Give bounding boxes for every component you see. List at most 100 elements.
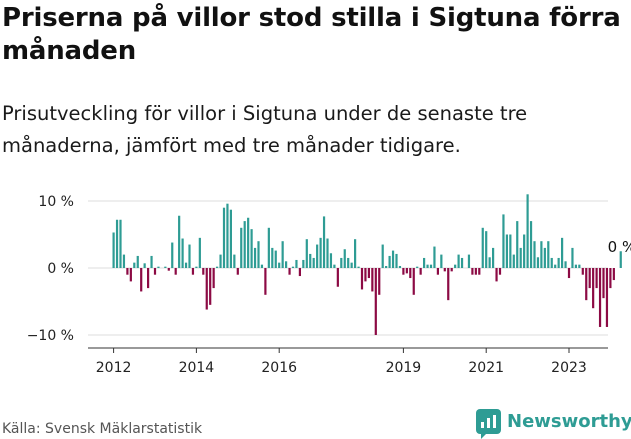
bar (357, 266, 360, 268)
bar (436, 268, 439, 275)
bar (419, 268, 422, 275)
bar (205, 268, 208, 310)
bar (512, 254, 515, 268)
bar (592, 268, 595, 309)
bar (460, 257, 464, 268)
bar (554, 264, 557, 268)
bar (329, 253, 333, 268)
bar (253, 247, 257, 268)
bar (115, 219, 119, 268)
bar (602, 268, 605, 299)
y-tick-label: −10 % (27, 328, 74, 344)
bar (319, 237, 322, 268)
x-axis-labels: 2012 2014 2016 2019 2021 2023 (96, 348, 587, 376)
bar (423, 257, 426, 268)
bar (381, 244, 384, 268)
bar (388, 255, 391, 268)
bar (281, 241, 284, 268)
bar (305, 239, 308, 268)
x-tick-label: 2012 (96, 360, 132, 376)
bars (112, 194, 622, 335)
bar (571, 247, 574, 268)
bar (191, 268, 195, 275)
bar (505, 234, 508, 268)
bar (184, 262, 188, 268)
bar (153, 268, 157, 275)
bar (364, 268, 367, 282)
bar (178, 215, 181, 268)
bar-chart: 10 % 0 % −10 % 2012 2014 2016 2019 2021 2023 0 … (27, 194, 631, 376)
x-tick-label: 2014 (179, 360, 215, 376)
bar (302, 259, 305, 268)
bar (598, 268, 602, 327)
bar (247, 217, 250, 268)
bar (488, 257, 491, 268)
bar (547, 241, 550, 268)
bar (550, 257, 553, 268)
bar (164, 266, 167, 268)
bar (405, 268, 408, 274)
bar (112, 232, 115, 268)
newsworthy-bars-icon (476, 409, 501, 439)
bar (585, 268, 588, 301)
bar (336, 268, 339, 287)
bar (243, 221, 246, 268)
bar (260, 264, 264, 268)
bar (316, 244, 319, 268)
bar (257, 241, 260, 268)
bar (157, 266, 160, 268)
bar (385, 265, 388, 268)
bar (147, 268, 150, 289)
bar (202, 268, 205, 275)
bar (450, 268, 453, 272)
bar (271, 247, 274, 268)
bar (492, 247, 495, 268)
bar (354, 239, 357, 268)
bar (474, 268, 477, 275)
y-axis-labels: 10 % 0 % −10 % (27, 194, 74, 344)
bar (440, 254, 443, 268)
bar (360, 268, 364, 290)
y-tick-label: 10 % (38, 194, 74, 210)
y-tick-label: 0 % (47, 261, 74, 277)
x-tick-label: 2023 (551, 360, 587, 376)
bar (612, 268, 615, 281)
bar (526, 194, 529, 268)
bar (236, 268, 239, 275)
bar (333, 264, 336, 268)
chart-title: Priserna på villor stod stilla i Sigtuna… (2, 3, 621, 66)
source-note: Källa: Svensk Mäklarstatistik (2, 421, 203, 437)
bar (233, 254, 236, 268)
x-tick-label: 2016 (261, 360, 297, 376)
bar (581, 268, 584, 275)
bar (219, 254, 222, 268)
bar (557, 257, 560, 268)
bar (122, 254, 126, 268)
bar (519, 247, 522, 268)
bar (609, 268, 612, 289)
bar (171, 242, 174, 268)
bar (467, 254, 471, 268)
bar (536, 257, 540, 268)
bar (226, 203, 229, 268)
bar (267, 227, 270, 268)
bar (222, 207, 226, 268)
bar (533, 241, 536, 268)
bar (495, 268, 498, 282)
bar (181, 238, 184, 268)
bar (343, 249, 346, 268)
bar (578, 264, 581, 268)
bar (288, 268, 291, 275)
bar (395, 253, 398, 268)
bar (478, 268, 481, 275)
bar (543, 247, 546, 268)
bar (498, 268, 502, 275)
bar (371, 268, 374, 292)
bar (298, 268, 301, 277)
bar (229, 209, 232, 268)
bar (378, 268, 381, 295)
bar (481, 227, 484, 268)
bar (309, 253, 312, 268)
bar (433, 246, 436, 268)
bar (564, 261, 567, 268)
